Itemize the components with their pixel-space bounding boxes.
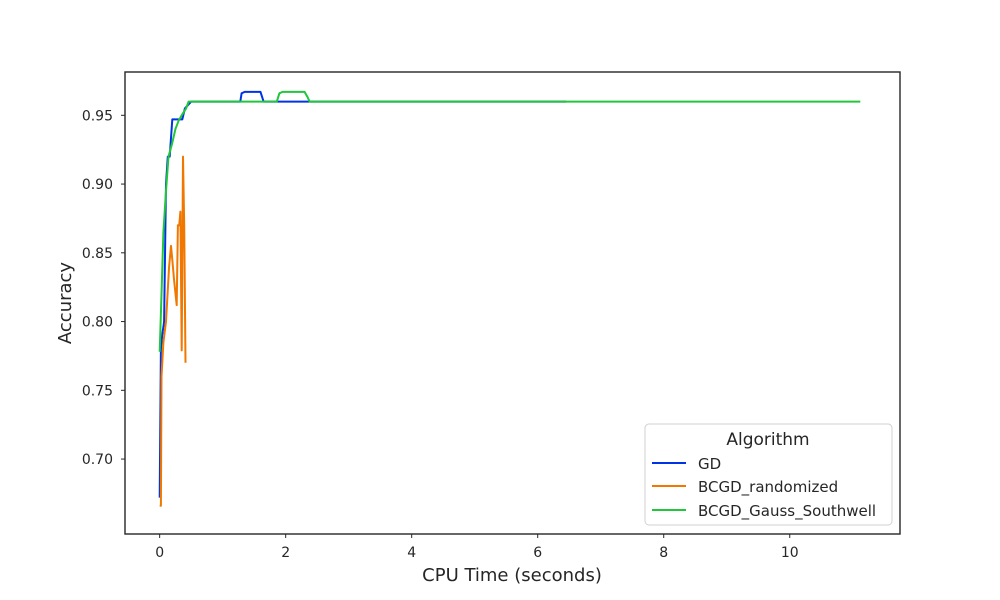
x-axis-label: CPU Time (seconds) (422, 565, 602, 586)
legend-label-bcgd-randomized: BCGD_randomized (698, 478, 838, 497)
legend: Algorithm GD BCGD_randomized BCGD_Gauss_… (644, 423, 893, 526)
legend-box (644, 423, 893, 526)
x-tick-label: 0 (155, 545, 164, 561)
y-tick-label: 0.90 (82, 177, 113, 193)
x-tick-label: 2 (281, 545, 290, 561)
x-tick-label: 4 (407, 545, 416, 561)
series-layer (158, 90, 861, 507)
x-tick-label: 8 (659, 545, 668, 561)
y-tick-label: 0.95 (82, 108, 113, 124)
y-tick-label: 0.85 (82, 246, 113, 262)
y-ticks: 0.70 0.75 0.80 0.85 0.90 0.95 (82, 108, 125, 468)
legend-label-gd: GD (698, 455, 721, 473)
legend-title: Algorithm (726, 430, 809, 450)
series-line-bcgd-randomized (159, 155, 187, 507)
legend-label-bcgd-gauss-southwell: BCGD_Gauss_Southwell (698, 502, 876, 521)
y-tick-label: 0.75 (82, 383, 113, 399)
y-tick-label: 0.80 (82, 315, 113, 331)
plot-frame (124, 71, 901, 535)
x-tick-label: 6 (533, 545, 542, 561)
x-tick-label: 10 (781, 545, 799, 561)
y-axis-label: Accuracy (55, 262, 76, 345)
y-tick-label: 0.70 (82, 452, 113, 468)
x-ticks: 0 2 4 6 8 10 (155, 534, 799, 561)
series-line-bcgd-gauss-southwell (158, 90, 861, 352)
